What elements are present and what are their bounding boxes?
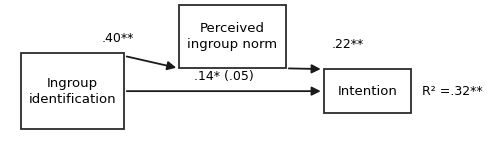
- Text: Ingroup
identification: Ingroup identification: [28, 77, 117, 106]
- FancyBboxPatch shape: [324, 69, 411, 113]
- Text: R² =.32**: R² =.32**: [422, 85, 483, 98]
- FancyBboxPatch shape: [21, 53, 124, 129]
- Text: Perceived
ingroup norm: Perceived ingroup norm: [188, 22, 278, 51]
- Text: .14* (.05): .14* (.05): [194, 70, 254, 83]
- Text: .22**: .22**: [332, 38, 364, 51]
- Text: Intention: Intention: [338, 85, 398, 98]
- FancyBboxPatch shape: [179, 5, 286, 68]
- Text: .40**: .40**: [102, 32, 134, 45]
